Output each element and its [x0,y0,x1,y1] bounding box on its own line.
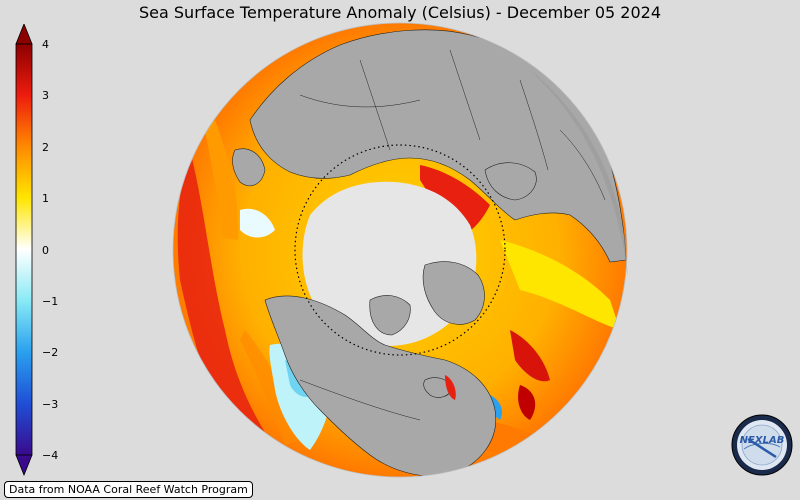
colorbar-tick-label: −1 [42,294,59,308]
colorbar-tick-label: −4 [42,449,59,462]
globe-outline [172,22,628,478]
scandinavia-land [484,162,537,201]
map-title: Sea Surface Temperature Anomaly (Celsius… [139,3,661,22]
eurasia-land [249,29,627,263]
logo-text: NEXLAB [740,435,785,446]
colorbar-tick-label: 1 [42,192,49,206]
pacific-orange-band [205,120,239,240]
iceland-land [423,377,453,398]
barents-hot-region [420,165,490,236]
country-borders [299,49,606,201]
colorbar-tick-label: −2 [42,346,59,360]
cool-anomaly-patch-2 [240,208,275,238]
atlantic-yellow [500,240,620,330]
canadian-archipelago-land [369,295,411,336]
iceland-hot-spot [445,375,456,400]
data-credit: Data from NOAA Coral Reef Watch Program [4,481,253,498]
colorbar-tick-label: 2 [42,140,49,154]
arctic-circle-line [294,144,506,356]
colorbar-tick-label: −3 [42,397,59,411]
kamchatka-land [232,148,266,186]
atlantic-hot-spot-2 [518,385,536,420]
nexlab-globe-logo-icon: NEXLAB [731,414,793,476]
colorbar-gradient [15,22,33,477]
colorbar-tick-label: 4 [42,38,49,51]
us-canada-border [299,379,421,421]
colorbar-tick-label: 0 [42,243,49,257]
atlantic-hot-spot [510,330,550,382]
greenland-land [422,261,485,325]
pacific-hot-band [177,150,280,470]
colorbar-tick-label: 3 [42,89,49,103]
colorbar: 4 3 2 1 0 −1 −2 −3 −4 [10,22,70,478]
north-america-land [264,295,497,477]
